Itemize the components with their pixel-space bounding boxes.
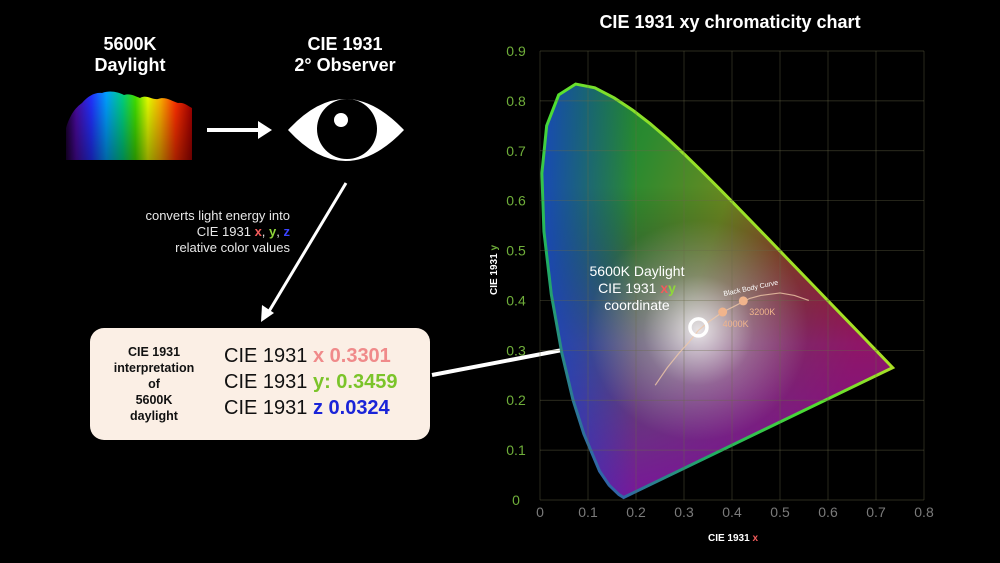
y-tick-label: 0.2 [506, 392, 526, 408]
temperature-marker-label: 4000K [723, 319, 749, 329]
x-tick-label: 0.8 [914, 504, 934, 520]
spectral-locus-outline [540, 82, 896, 500]
y-axis-label: CIE 1931 y [489, 245, 500, 295]
source-heading: 5600K Daylight [60, 34, 200, 76]
description-x: x [254, 224, 262, 239]
description-line2: CIE 1931 x, y, z [100, 224, 290, 240]
row-z-axis: z [312, 397, 323, 419]
x-tick-label: 0.5 [770, 504, 790, 520]
temperature-marker-label: 3200K [749, 307, 775, 317]
daylight-coordinate-ring [688, 317, 709, 338]
x-tick-label: 0.6 [818, 504, 838, 520]
row-x-prefix: CIE 1931 [224, 345, 313, 367]
row-y-axis: y: [312, 371, 331, 393]
row-z-prefix: CIE 1931 [224, 397, 313, 419]
y-tick-label: 0.6 [506, 193, 526, 209]
description-line1: converts light energy into [145, 208, 290, 223]
arrow-eye-to-card [266, 182, 348, 314]
daylight-label-x: x [660, 280, 668, 296]
card-label-line: 5600K [135, 393, 173, 407]
interpretation-card: CIE 1931 interpretation of 5600K dayligh… [90, 328, 430, 440]
description-sep2: , [276, 224, 284, 239]
daylight-label-prefix: CIE 1931 [598, 280, 660, 296]
y-tick-label: 0.8 [506, 93, 526, 109]
x-tick-label: 0.4 [722, 504, 742, 520]
eye-icon [288, 99, 404, 161]
source-heading-line1: 5600K [103, 34, 157, 54]
daylight-label-line2: CIE 1931 xy [598, 280, 676, 296]
daylight-label-y: y [668, 280, 676, 296]
source-heading-line2: Daylight [94, 55, 166, 75]
y-axis-label-prefix: CIE 1931 [489, 251, 500, 295]
description-y: y [269, 224, 277, 239]
x-tick-label: 0.1 [578, 504, 598, 520]
card-label-line: daylight [130, 409, 178, 423]
x-axis-label-prefix: CIE 1931 [708, 533, 752, 544]
temperature-marker [718, 307, 728, 317]
row-z-value: 0.0324 [322, 397, 390, 419]
x-tick-label: 0.2 [626, 504, 646, 520]
y-tick-label: 0 [512, 492, 520, 508]
y-tick-label: 0.1 [506, 442, 526, 458]
description-prefix: CIE 1931 [196, 224, 255, 239]
temperature-marker [738, 296, 748, 306]
description-line3: relative color values [175, 240, 290, 255]
row-x-value: 0.3301 [324, 345, 391, 367]
x-axis-label-axis: x [752, 533, 758, 544]
card-row-y: CIE 1931 y: 0.3459 [224, 370, 397, 394]
y-tick-label: 0.7 [506, 143, 526, 159]
row-y-prefix: CIE 1931 [224, 371, 313, 393]
row-y-value: 0.3459 [330, 371, 398, 393]
y-tick-label: 0.9 [506, 43, 526, 59]
daylight-label-line3: coordinate [604, 297, 670, 313]
description-sep1: , [261, 224, 270, 239]
x-tick-label: 0.3 [674, 504, 694, 520]
x-tick-label: 0 [536, 504, 544, 520]
observer-heading-line2: 2° Observer [294, 55, 396, 75]
card-label-line: of [148, 377, 160, 391]
card-label-line: interpretation [113, 361, 195, 375]
row-x-axis: x [312, 345, 325, 367]
y-tick-label: 0.4 [506, 292, 526, 308]
y-tick-label: 0.5 [506, 243, 526, 259]
observer-heading-line1: CIE 1931 [307, 34, 383, 54]
observer-heading: CIE 1931 2° Observer [270, 34, 420, 76]
x-tick-label: 0.7 [866, 504, 886, 520]
card-label: CIE 1931 interpretation of 5600K dayligh… [104, 344, 204, 424]
card-row-z: CIE 1931 z 0.0324 [224, 396, 390, 420]
card-row-x: CIE 1931 x 0.3301 [224, 344, 391, 368]
daylight-label-line1: 5600K Daylight [590, 263, 685, 279]
description-z: z [283, 224, 291, 239]
chart-title: CIE 1931 xy chromaticity chart [599, 12, 861, 32]
x-axis-label: CIE 1931 x [708, 533, 758, 544]
card-label-line: CIE 1931 [127, 345, 181, 359]
y-axis-label-axis: y [489, 245, 500, 251]
conversion-description: converts light energy into CIE 1931 x, y… [100, 208, 290, 256]
y-tick-label: 0.3 [506, 342, 526, 358]
